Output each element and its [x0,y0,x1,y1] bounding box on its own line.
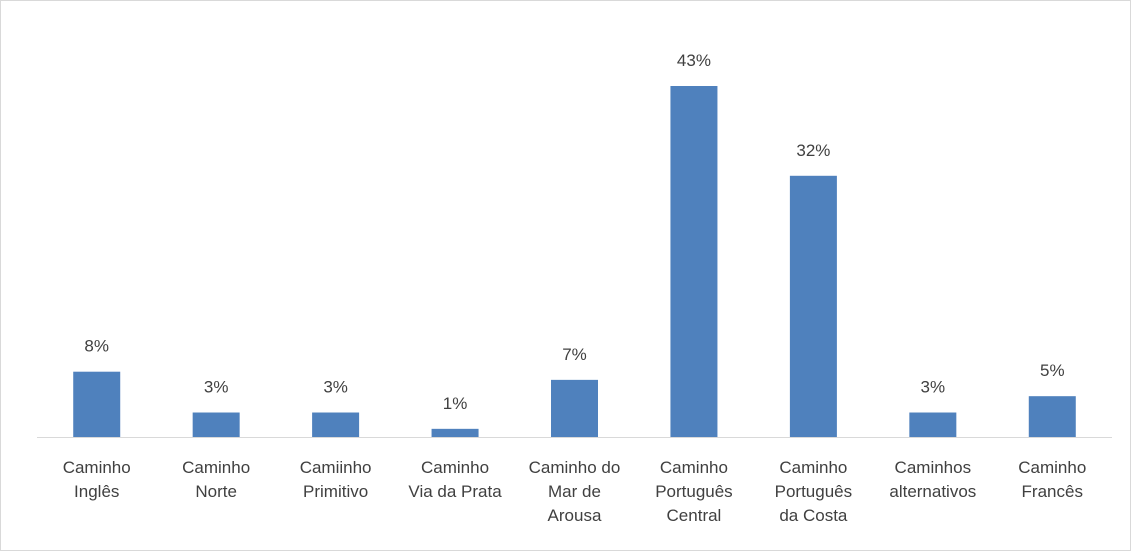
data-label: 8% [84,337,109,356]
data-label: 1% [443,394,468,413]
data-label: 43% [677,51,711,70]
data-label: 3% [921,378,946,397]
x-tick-label: Camiinho Primitivo [299,458,372,501]
bar [670,86,718,437]
x-tick-label: Caminho do Mar de Arousa [528,458,621,525]
data-label: 5% [1040,361,1065,380]
data-label: 3% [323,378,348,397]
x-tick-label: Caminhos alternativos [889,458,977,501]
x-tick-label: Caminho Francês [1018,458,1087,501]
bar [431,428,479,437]
data-label: 32% [796,141,830,160]
data-label: 3% [204,378,229,397]
bar [73,371,121,437]
bar [192,412,240,437]
bar [1028,396,1076,437]
x-tick-label: Caminho Inglês [62,458,131,501]
bar [909,412,957,437]
x-tick-label: Caminho Português Central [655,458,733,525]
x-tick-label: Caminho Português da Costa [774,458,853,525]
data-label: 7% [562,345,587,364]
bar [312,412,360,437]
bar [789,175,837,437]
bar [551,379,598,437]
x-tick-label: Caminho Via da Prata [408,458,502,501]
x-tick-label: Caminho Norte [182,458,251,501]
